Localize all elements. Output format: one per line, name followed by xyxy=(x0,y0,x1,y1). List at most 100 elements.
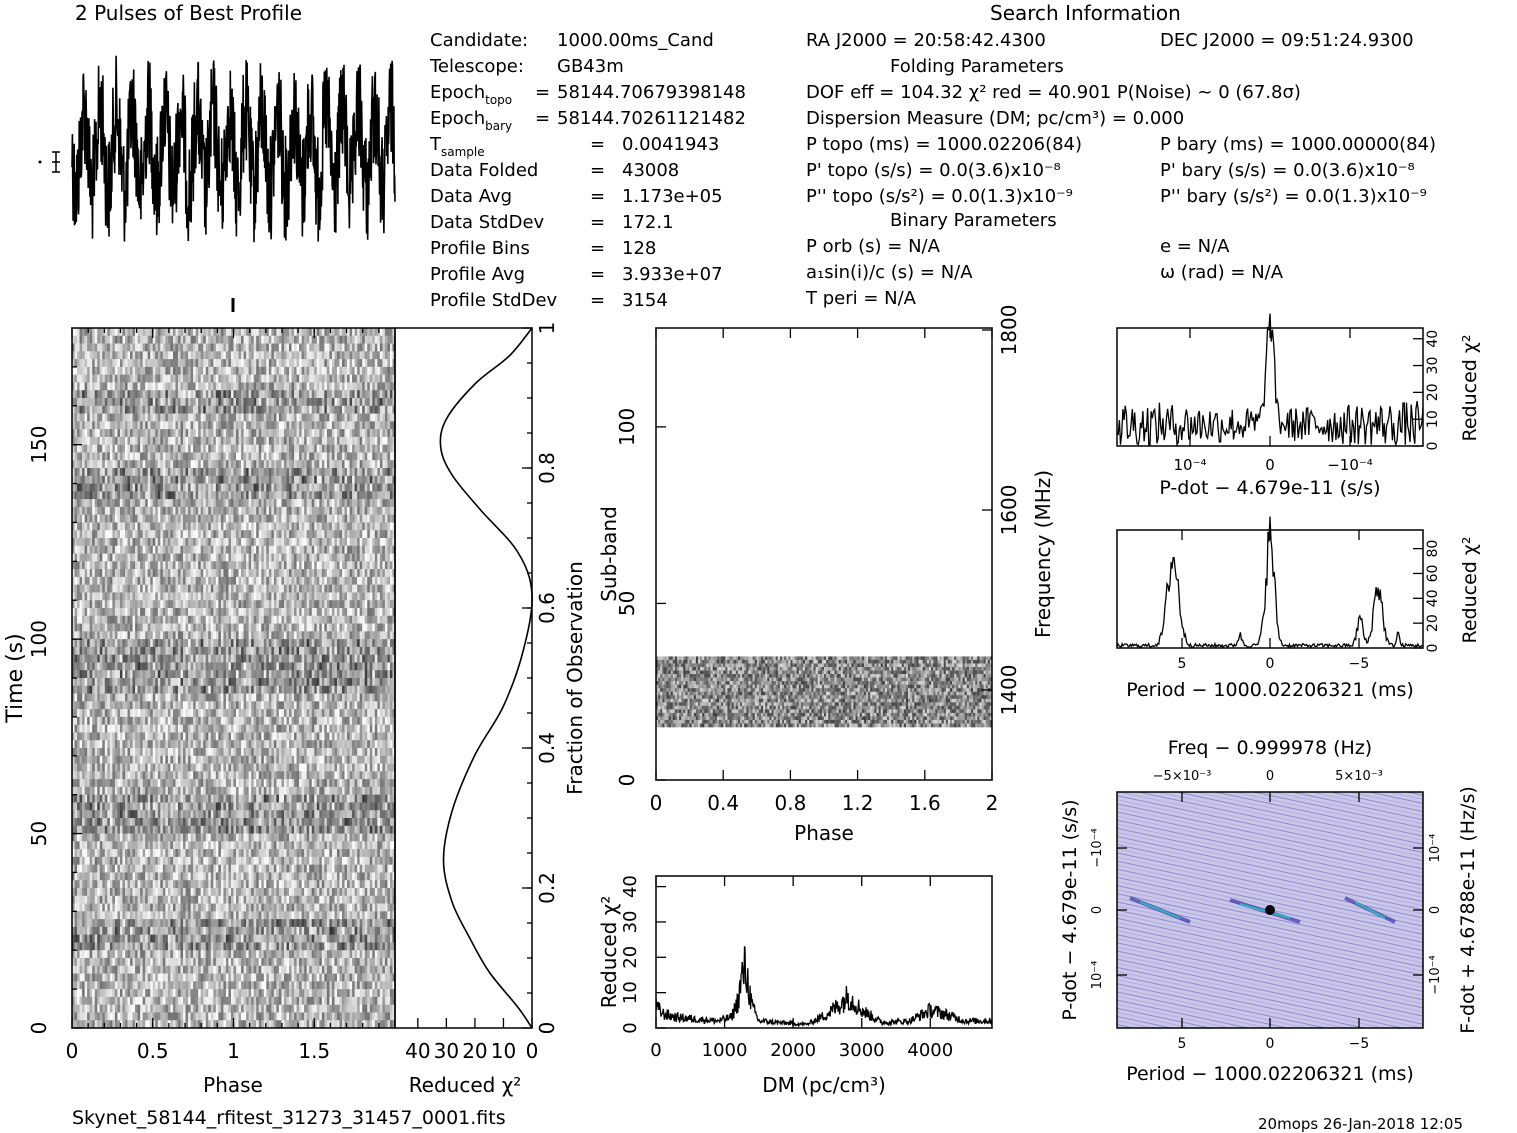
heat-cell xyxy=(364,405,368,414)
heat-cell xyxy=(228,623,232,632)
heat-cell xyxy=(225,514,229,523)
heat-cell xyxy=(286,538,290,547)
heat-cell xyxy=(142,561,146,570)
heat-cell xyxy=(213,429,217,438)
heat-cell xyxy=(102,569,106,578)
heat-cell xyxy=(319,499,323,508)
heat-cell xyxy=(215,499,219,508)
heat-cell xyxy=(124,538,128,547)
heat-cell xyxy=(117,390,121,399)
heat-cell xyxy=(324,592,328,601)
heat-cell xyxy=(367,592,371,601)
heat-cell xyxy=(132,382,136,391)
heat-cell xyxy=(281,608,285,617)
heat-cell xyxy=(321,514,325,523)
heat-cell xyxy=(170,351,174,360)
heat-cell xyxy=(79,615,83,624)
heat-cell xyxy=(220,491,224,500)
heat-cell xyxy=(392,390,396,399)
heat-cell xyxy=(185,576,189,585)
heat-cell xyxy=(306,483,310,492)
heat-cell xyxy=(117,374,121,383)
heat-cell xyxy=(84,468,88,477)
heat-cell xyxy=(107,506,111,515)
heat-cell xyxy=(223,561,227,570)
heat-cell xyxy=(205,351,209,360)
heat-cell xyxy=(289,335,292,344)
heat-cell xyxy=(198,483,201,492)
heat-cell xyxy=(205,366,209,375)
heat-cell xyxy=(251,398,254,407)
heat-cell xyxy=(130,452,133,461)
heat-cell xyxy=(369,374,373,383)
heat-cell xyxy=(246,398,249,407)
heat-cell xyxy=(203,499,207,508)
heat-cell xyxy=(185,491,189,500)
heat-cell xyxy=(324,335,328,344)
heat-cell xyxy=(321,592,325,601)
heat-cell xyxy=(97,553,101,562)
heat-cell xyxy=(185,366,189,375)
heat-cell xyxy=(354,366,358,375)
heat-cell xyxy=(238,452,242,461)
heat-cell xyxy=(127,328,131,337)
heat-cell xyxy=(278,538,282,547)
heat-cell xyxy=(276,592,280,601)
heat-cell xyxy=(82,592,85,601)
heat-cell xyxy=(220,615,224,624)
heat-cell xyxy=(79,328,83,337)
heat-cell xyxy=(243,468,247,477)
heat-cell xyxy=(200,615,204,624)
heat-cell xyxy=(99,374,103,383)
heat-cell xyxy=(193,514,196,523)
heat-cell xyxy=(248,335,252,344)
heat-cell xyxy=(286,561,290,570)
heat-cell xyxy=(157,623,161,632)
heat-cell xyxy=(185,390,189,399)
heat-cell xyxy=(357,608,360,617)
heat-cell xyxy=(145,584,148,593)
heat-cell xyxy=(72,569,75,578)
heat-cell xyxy=(281,351,285,360)
heat-cell xyxy=(183,390,186,399)
heat-cell xyxy=(286,545,290,554)
heat-cell xyxy=(177,405,181,414)
heat-cell xyxy=(342,468,345,477)
heat-cell xyxy=(213,468,217,477)
heat-cell xyxy=(263,343,267,352)
heat-cell xyxy=(170,390,174,399)
heat-cell xyxy=(213,491,217,500)
heat-cell xyxy=(188,538,191,547)
heat-cell xyxy=(104,359,108,368)
heat-cell xyxy=(188,398,191,407)
heat-cell xyxy=(162,468,166,477)
heat-cell xyxy=(208,584,212,593)
heat-cell xyxy=(349,413,353,422)
heat-cell xyxy=(112,608,116,617)
heat-cell xyxy=(195,335,199,344)
heat-cell xyxy=(208,530,212,539)
heat-cell xyxy=(92,499,96,508)
heat-cell xyxy=(306,592,310,601)
heat-cell xyxy=(150,491,154,500)
heat-cell xyxy=(233,460,237,469)
heat-cell xyxy=(306,460,310,469)
heat-cell xyxy=(72,366,75,375)
heat-cell xyxy=(273,444,277,453)
heat-cell xyxy=(99,623,103,632)
heat-cell xyxy=(258,468,262,477)
heat-cell xyxy=(112,444,116,453)
heat-cell xyxy=(102,592,106,601)
heat-cell xyxy=(286,468,290,477)
heat-cell xyxy=(130,561,133,570)
heat-cell xyxy=(336,514,340,523)
heat-cell xyxy=(167,506,171,515)
heat-cell xyxy=(359,452,363,461)
heat-cell xyxy=(132,413,136,422)
heat-cell xyxy=(102,584,106,593)
heat-cell xyxy=(210,600,214,609)
heat-cell xyxy=(127,561,131,570)
heat-cell xyxy=(190,452,194,461)
heat-cell xyxy=(273,374,277,383)
heat-cell xyxy=(172,615,176,624)
